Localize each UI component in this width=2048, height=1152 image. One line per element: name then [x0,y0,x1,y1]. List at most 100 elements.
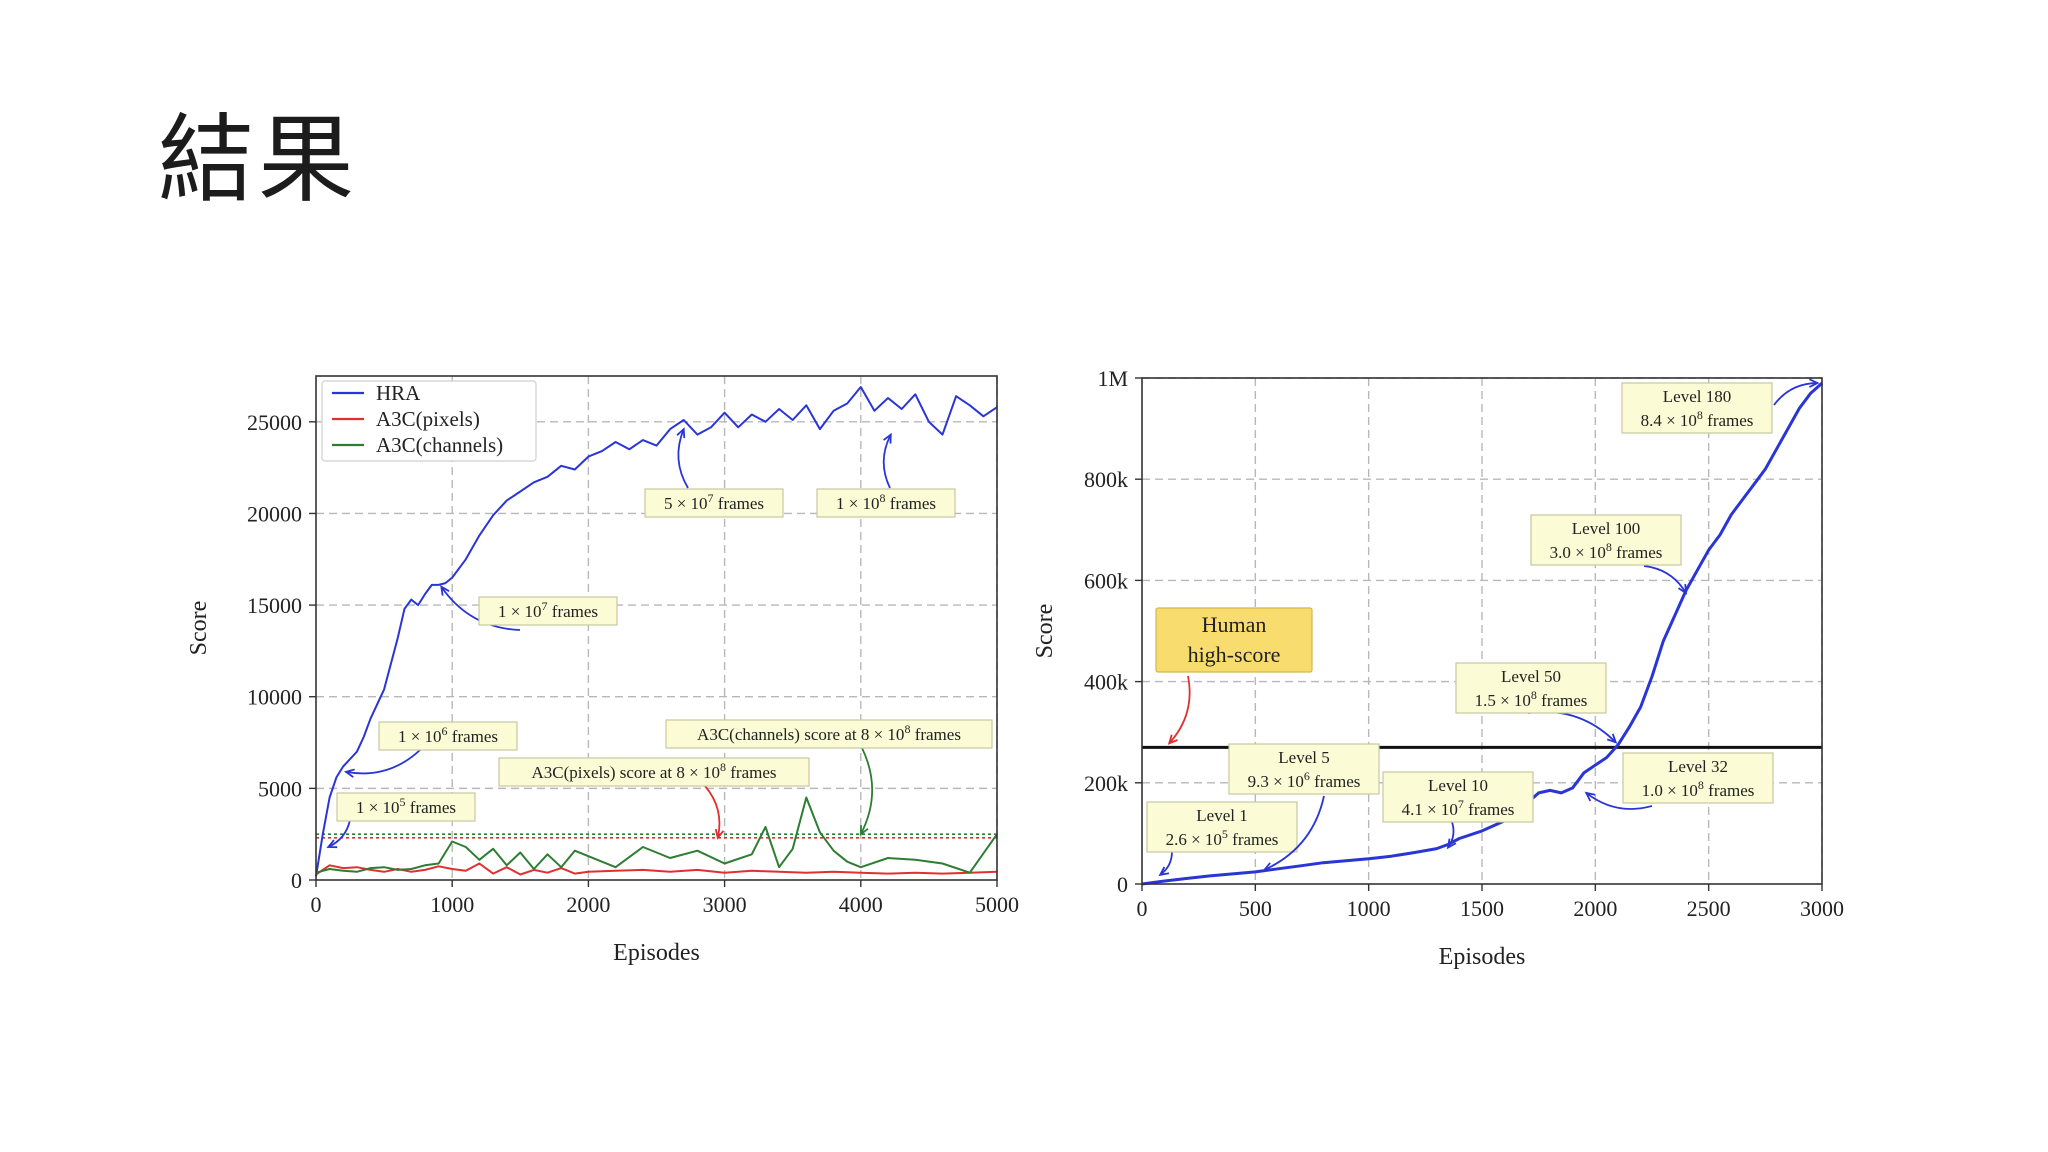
series-line-hra [1141,381,1823,886]
x-tick-label: 0 [1137,896,1148,921]
human-arrow [1168,675,1191,744]
annotation-label-exp: 6 [442,724,448,738]
annotation-box [498,757,810,787]
annotation-arrow-head [883,432,892,444]
annotation-label: 2.6 × 105 frames [1166,827,1279,849]
annotation: Level 10 4.1 × 107 frames [1382,771,1534,850]
annotation-arrow-head [1808,378,1820,388]
annotation-arrow-head [440,585,450,596]
legend-label: A3C(pixels) [376,407,480,431]
annotation-box [1228,743,1380,795]
y-tick-label: 200k [1084,771,1128,796]
annotation-box [478,596,618,626]
annotation-label-suffix: frames [726,763,777,782]
annotation-title: Level 100 [1572,519,1640,538]
annotation-box [1382,771,1534,823]
y-tick-label: 15000 [247,593,302,618]
annotation-arrow-head [1584,791,1596,802]
annotation: A3C(pixels) score at 8 × 108 frames [498,757,810,840]
annotation-box [644,488,784,518]
annotation-title: Level 5 [1278,748,1329,767]
annotation-box [1455,662,1607,714]
annotation-label: 1.0 × 108 frames [1642,778,1755,800]
annotation-arrow [1264,795,1325,871]
x-tick-label: 5000 [975,892,1019,917]
x-tick-label: 500 [1239,896,1272,921]
annotation-box [1530,514,1682,566]
annotation-label: 1 × 105 frames [356,795,456,817]
annotation-label-base: 4.1 × 10 [1402,800,1458,819]
annotation-arrow-head [714,828,725,840]
right-plot: 0 500 1000 1500 2000 2500 3000 0 200k 400k 600k 800… [1032,366,1844,970]
annotation-label-suffix: frames [1703,411,1754,430]
annotation-arrow-head [676,427,686,439]
y-tick-label: 0 [291,868,302,893]
annotation-label-base: 1.0 × 10 [1642,781,1698,800]
annotation-box [1621,382,1773,434]
annotation-label-suffix: frames [886,494,937,513]
x-tick-label: 1500 [1460,896,1504,921]
annotation-box [816,488,956,518]
annotation: 1 × 106 frames [343,721,518,778]
annotation-box [336,792,476,822]
annotation-title: Level 50 [1501,667,1561,686]
annotation-arrow-head [343,768,355,778]
annotation-label: 4.1 × 107 frames [1402,797,1515,819]
annotation-arrow-head [1158,866,1170,877]
human-box [1155,607,1313,673]
y-tick-label: 20000 [247,501,302,526]
annotation-arrow-head [326,839,338,849]
annotation-label-suffix: frames [1310,772,1361,791]
annotation-label: 9.3 × 106 frames [1248,769,1361,791]
annotation-label-base: 3.0 × 10 [1550,543,1606,562]
annotation-box [378,721,518,751]
annotation-label-suffix: frames [1537,691,1588,710]
annotation: 1 × 108 frames [816,432,956,518]
annotation-label-suffix: frames [448,727,499,746]
human-label-line1: Human [1202,612,1267,637]
annotation-label-base: 1 × 10 [398,727,442,746]
y-axis-label: Score [1032,604,1058,659]
annotation-title: Level 180 [1663,387,1731,406]
annotation-arrow [704,785,721,839]
annotation-label: 1 × 108 frames [836,491,936,513]
annotation-label-base: 8.4 × 10 [1641,411,1697,430]
y-tick-label: 10000 [247,685,302,710]
annotation-arrow [1643,565,1687,594]
legend-box [321,380,537,462]
legend-label: HRA [376,381,421,405]
annotation-label-suffix: frames [714,494,765,513]
annotation-arrow-head [1678,584,1688,595]
annotation: Level 50 1.5 × 108 frames [1455,662,1618,744]
annotation-label-exp: 8 [904,722,910,736]
annotation-arrow-head [1446,838,1457,850]
annotation-arrow [677,428,689,489]
annotation-label-suffix: frames [406,798,457,817]
left-plot: 0 1000 2000 3000 4000 5000 0 5000 10000 15000 2000… [186,375,1019,966]
y-tick-label: 0 [1117,872,1128,897]
annotation: Level 5 9.3 × 106 frames [1228,743,1380,871]
x-tick-label: 1000 [430,892,474,917]
annotation-label: A3C(channels) score at 8 × 108 frames [697,722,961,744]
legend-label: A3C(channels) [376,433,503,457]
annotation-arrow [345,749,421,775]
annotation-label-exp: 8 [1531,688,1537,702]
annotation-arrow [1527,710,1617,743]
annotation-label-exp: 8 [1698,778,1704,792]
annotation-label-suffix: frames [1704,781,1755,800]
annotation-label-exp: 8 [1697,408,1703,422]
annotation-label-base: 1 × 10 [356,798,400,817]
annotation-label-base: 1.5 × 10 [1475,691,1531,710]
annotation-label-exp: 8 [880,491,886,505]
annotation-label: 3.0 × 108 frames [1550,540,1663,562]
y-tick-label: 600k [1084,568,1128,593]
annotation-arrow-head [859,825,869,837]
annotation-label: 8.4 × 108 frames [1641,408,1754,430]
x-axis-label: Episodes [613,940,700,966]
annotation-label-exp: 7 [1458,797,1464,811]
annotation-arrow-head [1262,862,1274,871]
annotation-label: 5 × 107 frames [664,491,764,513]
x-tick-label: 2000 [1573,896,1617,921]
